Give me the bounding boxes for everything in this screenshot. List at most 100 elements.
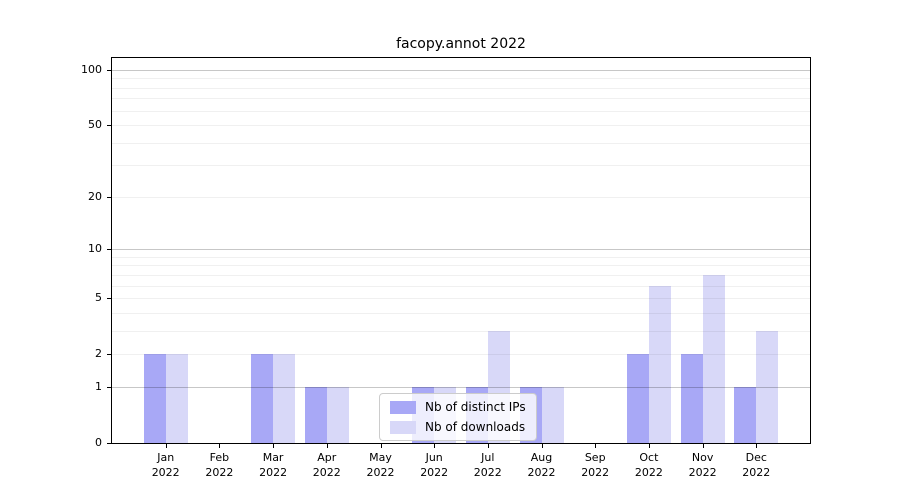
x-tick-label-month: Jul: [481, 451, 495, 464]
x-tick-label: Jul 2022: [456, 450, 520, 480]
x-tick-label: May 2022: [349, 450, 413, 480]
x-tick-mark: [702, 444, 704, 448]
axis-layer: 0 1 2 5 10 20 50 100 Jan 2022 Feb 2022 Mar 2022 Apr 202…: [81, 58, 810, 479]
x-tick-label-month: Oct: [639, 451, 659, 464]
x-tick-mark: [648, 444, 650, 448]
x-tick-label-month: Feb: [209, 451, 230, 464]
x-tick-label-year: 2022: [581, 466, 610, 479]
y-tick-label: 0: [95, 436, 102, 449]
bar-nov-distinct-ips: [680, 354, 703, 443]
legend-item: Nb of downloads: [390, 420, 526, 434]
x-tick-mark: [165, 444, 167, 448]
x-tick-mark: [595, 444, 597, 448]
gridline-minor: [112, 354, 810, 356]
x-tick-label-year: 2022: [259, 466, 288, 479]
legend-label: Nb of distinct IPs: [425, 400, 526, 414]
x-tick-label: Nov 2022: [671, 450, 735, 480]
x-tick-label: Jun 2022: [402, 450, 466, 480]
x-tick-label: Dec 2022: [724, 450, 788, 480]
x-tick-label-year: 2022: [742, 466, 771, 479]
gridline-minor: [112, 312, 810, 314]
x-tick-label: Oct 2022: [617, 450, 681, 480]
chart-title: facopy.annot 2022: [396, 36, 526, 52]
gridline-minor: [112, 274, 810, 276]
bar-dec-distinct-ips: [734, 386, 757, 443]
x-tick-label: Feb 2022: [187, 450, 251, 480]
x-tick-mark: [756, 444, 758, 448]
gridline-minor: [112, 196, 810, 198]
y-tick-label: 1: [95, 379, 102, 393]
gridline-minor: [112, 298, 810, 300]
x-tick-label-month: Sep: [584, 451, 606, 464]
x-tick-mark: [219, 444, 221, 448]
x-tick-label-month: Dec: [745, 451, 767, 464]
bar-mar-distinct-ips: [251, 354, 274, 443]
bar-jan-downloads: [165, 354, 188, 443]
gridline-minor: [112, 142, 810, 144]
x-tick-mark: [541, 444, 543, 448]
x-tick-label-year: 2022: [688, 466, 717, 479]
plot-area: 0 1 2 5 10 20 50 100 Jan 2022 Feb 2022 Mar 2022 Apr 202…: [81, 57, 811, 479]
y-tick-label: 20: [88, 189, 102, 203]
gridline-minor: [112, 330, 810, 332]
x-tick-label-year: 2022: [420, 466, 449, 479]
gridline-major: [112, 386, 810, 388]
x-tick-label-month: Apr: [317, 451, 337, 464]
x-tick-label-month: Jun: [425, 451, 443, 464]
bar-apr-downloads: [326, 386, 349, 443]
x-tick-label: Sep 2022: [563, 450, 627, 480]
gridline-minor: [112, 125, 810, 126]
x-tick-label-month: Mar: [262, 451, 284, 464]
y-tick-mark: [107, 249, 111, 250]
y-tick-label: 2: [95, 347, 102, 361]
y-tick-label: 5: [95, 291, 102, 305]
x-tick-label: Jan 2022: [134, 450, 198, 480]
gridline-major: [112, 249, 810, 250]
y-tick-mark: [107, 298, 111, 300]
bar-aug-downloads: [541, 386, 564, 443]
x-tick-label-year: 2022: [634, 466, 663, 479]
y-tick-mark: [107, 386, 111, 388]
x-tick-label: Mar 2022: [241, 450, 305, 480]
bar-dec-downloads: [756, 330, 779, 443]
x-tick-label-month: Aug: [530, 451, 553, 464]
x-tick-label: Apr 2022: [295, 450, 359, 480]
x-tick-label-year: 2022: [205, 466, 234, 479]
x-tick-label-year: 2022: [312, 466, 341, 479]
legend-item: Nb of distinct IPs: [390, 400, 526, 414]
gridline-minor: [112, 98, 810, 100]
y-tick-mark: [107, 196, 111, 198]
gridline-minor: [112, 110, 810, 112]
gridline-minor: [112, 78, 810, 80]
x-tick-label-year: 2022: [366, 466, 395, 479]
x-tick-label-month: Nov: [691, 451, 714, 464]
x-tick-label-year: 2022: [151, 466, 180, 479]
bar-oct-downloads: [648, 285, 671, 443]
bar-jan-distinct-ips: [143, 354, 166, 443]
gridline-minor: [112, 87, 810, 89]
y-tick-mark: [107, 125, 111, 126]
x-tick-label-month: Jan: [157, 451, 175, 464]
x-tick-mark: [273, 444, 275, 448]
gridline-minor: [112, 265, 810, 267]
y-tick-label: 50: [88, 118, 102, 131]
y-tick-mark: [107, 354, 111, 356]
legend-swatch-distinct-ips: [390, 400, 416, 414]
x-tick-mark: [434, 444, 436, 448]
bar-nov-downloads: [702, 274, 725, 443]
x-tick-label-month: May: [369, 451, 392, 464]
y-tick-label: 100: [81, 62, 102, 76]
x-tick-mark: [326, 444, 328, 448]
grid-layer: [112, 58, 810, 443]
x-tick-mark: [487, 444, 489, 448]
legend-label: Nb of downloads: [425, 420, 526, 434]
y-tick-mark: [107, 443, 111, 444]
bar-oct-distinct-ips: [626, 354, 649, 443]
legend: Nb of distinct IPs Nb of downloads: [379, 393, 537, 441]
gridline-minor: [112, 165, 810, 167]
y-tick-mark: [107, 69, 111, 71]
bar-mar-downloads: [273, 354, 296, 443]
x-tick-label-year: 2022: [527, 466, 556, 479]
gridline-minor: [112, 256, 810, 258]
